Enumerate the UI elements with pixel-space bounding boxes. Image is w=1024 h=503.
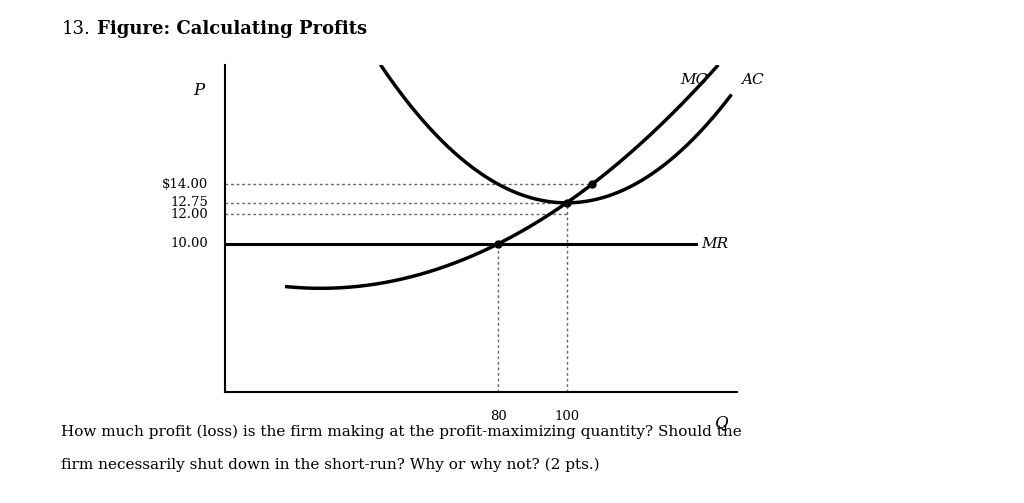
Text: 100: 100: [554, 410, 580, 423]
Text: 10.00: 10.00: [170, 237, 208, 250]
Text: firm necessarily shut down in the short-run? Why or why not? (2 pts.): firm necessarily shut down in the short-…: [61, 458, 600, 472]
Text: 13.: 13.: [61, 20, 90, 38]
Text: AC: AC: [741, 73, 764, 87]
Text: MR: MR: [701, 237, 728, 250]
Text: 12.00: 12.00: [170, 208, 208, 220]
Text: MC: MC: [681, 73, 708, 87]
Text: 12.75: 12.75: [170, 196, 208, 209]
Text: $14.00: $14.00: [162, 178, 208, 191]
Text: P: P: [194, 81, 205, 99]
Text: How much profit (loss) is the firm making at the profit-maximizing quantity? Sho: How much profit (loss) is the firm makin…: [61, 425, 742, 440]
Text: Figure: Calculating Profits: Figure: Calculating Profits: [97, 20, 368, 38]
Text: 80: 80: [489, 410, 507, 423]
Text: Q: Q: [715, 414, 729, 432]
